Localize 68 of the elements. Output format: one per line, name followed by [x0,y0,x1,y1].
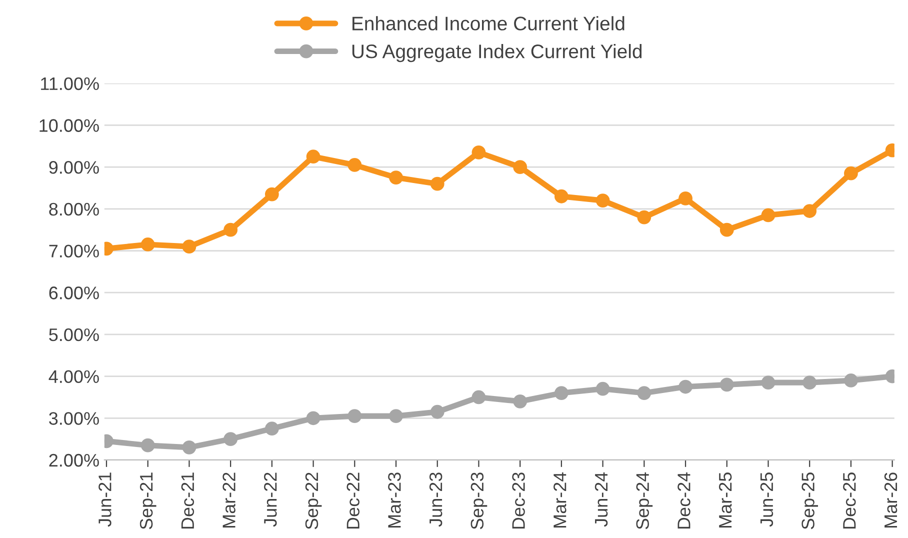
x-tick-label: Jun-23 [429,472,442,527]
x-tick-label: Sep-25 [802,472,818,530]
point [596,382,610,396]
point [637,210,652,224]
y-tick-label: 6.00% [49,286,99,300]
point [761,376,776,390]
x-tick-label: Mar-25 [718,472,732,528]
x-tick-label: Dec-23 [512,472,525,529]
x-tick-label: Jun-21 [98,472,112,527]
point [389,409,403,423]
point [554,386,568,400]
point [637,386,652,400]
y-tick-label: 7.00% [49,244,99,258]
point [720,378,734,392]
y-tick-label: 2.00% [49,454,99,467]
x-tick-label: Sep-22 [305,472,322,530]
point [802,376,817,390]
point [472,145,486,160]
y-tick-label: 4.00% [48,370,99,384]
point [264,422,279,436]
point [596,194,610,208]
x-tick-label: Dec-21 [181,472,194,529]
y-tick-label: 3.00% [49,412,99,425]
x-tick-label: Jun-22 [264,472,277,527]
x-tick-label: Sep-24 [636,472,653,530]
point [554,189,568,204]
y-tick-label: 9.00% [49,161,99,174]
point [513,394,528,408]
point [140,438,155,452]
point [182,440,196,454]
x-tick-label: Mar-26 [884,472,898,528]
point [140,238,155,252]
point [472,390,486,404]
x-tick-label: Dec-24 [678,472,690,529]
point [264,187,279,202]
point [761,208,776,222]
x-tick-label: Sep-23 [470,472,488,530]
x-tick-label: Dec-25 [843,472,856,529]
point [513,160,528,174]
point [224,432,238,446]
point [182,240,196,254]
point [678,380,692,394]
point [389,170,403,184]
point [844,374,858,388]
y-tick-label: 11.00% [41,77,99,90]
point [224,222,238,237]
y-tick-label: 5.00% [49,328,99,342]
legend-label: US Aggregate Index Current Yield [352,44,642,62]
point [430,404,444,419]
point [348,409,362,423]
x-tick-label: Mar-24 [554,472,566,528]
x-tick-label: Mar-22 [222,472,236,528]
point [720,222,734,237]
x-tick-label: Jun-25 [760,472,774,527]
point [802,204,817,218]
y-tick-label: 10.00% [40,119,99,132]
point [306,150,320,164]
point [844,166,858,180]
x-tick-label: Dec-22 [346,472,360,529]
point [678,192,692,206]
legend-label: Enhanced Income Current Yield [352,16,624,30]
x-tick-label: Sep-21 [140,472,156,530]
x-tick-label: Jun-24 [594,472,608,527]
y-tick-label: 8.00% [49,202,99,216]
point [430,176,444,191]
x-tick-label: Mar-23 [388,472,401,528]
point [306,411,320,426]
point [348,158,362,172]
